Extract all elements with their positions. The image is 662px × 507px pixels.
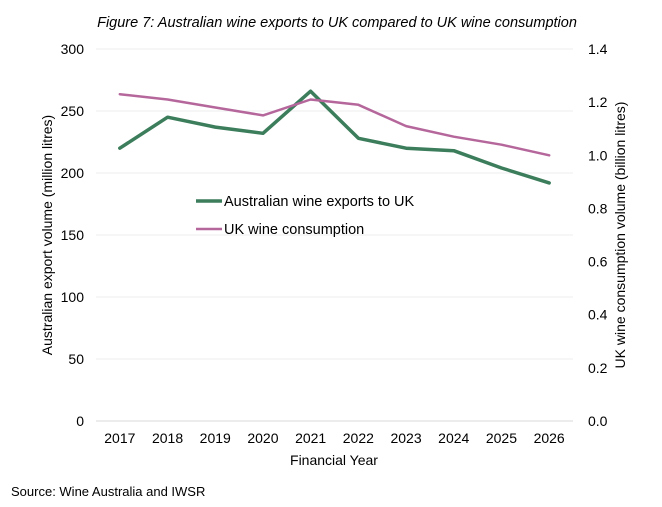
left-axis-ticks: 0 50 100 150 200 250 300: [61, 41, 85, 429]
left-tick-label: 250: [61, 103, 85, 119]
legend-label-consumption: UK wine consumption: [224, 222, 364, 238]
x-tick-label: 2018: [152, 430, 183, 446]
legend: Australian wine exports to UK UK wine co…: [196, 194, 415, 238]
right-tick-label: 0.2: [588, 360, 608, 376]
series-lines: [118, 89, 551, 185]
series-line-exports: [118, 89, 551, 185]
x-axis-label: Financial Year: [290, 452, 378, 468]
left-tick-label: 150: [61, 227, 85, 243]
chart-title: Figure 7: Australian wine exports to UK …: [97, 15, 577, 31]
left-tick-label: 50: [68, 351, 84, 367]
legend-label-exports: Australian wine exports to UK: [224, 194, 415, 210]
right-axis-ticks: 0.0 0.2 0.4 0.6 0.8 1.0 1.2 1.4: [588, 41, 608, 429]
right-tick-label: 0.6: [588, 254, 608, 270]
right-tick-label: 1.4: [588, 41, 608, 57]
right-tick-label: 1.0: [588, 147, 608, 163]
right-tick-label: 1.2: [588, 94, 608, 110]
x-tick-label: 2023: [390, 430, 421, 446]
x-tick-label: 2022: [343, 430, 374, 446]
legend-item-consumption: UK wine consumption: [196, 222, 364, 238]
left-axis-label: Australian export volume (million litres…: [39, 115, 55, 355]
right-tick-label: 0.0: [588, 413, 608, 429]
right-tick-label: 0.8: [588, 200, 608, 216]
x-tick-label: 2019: [200, 430, 231, 446]
x-tick-label: 2020: [247, 430, 278, 446]
left-tick-label: 100: [61, 289, 85, 305]
left-tick-label: 200: [61, 165, 85, 181]
legend-item-exports: Australian wine exports to UK: [196, 194, 415, 210]
x-axis-ticks: 2017 2018 2019 2020 2021 2022 2023 2024 2025 2026: [104, 430, 565, 446]
x-tick-label: 2024: [438, 430, 469, 446]
left-tick-label: 300: [61, 41, 85, 57]
source-note: Source: Wine Australia and IWSR: [11, 484, 206, 499]
left-tick-label: 0: [76, 413, 84, 429]
x-tick-label: 2025: [486, 430, 517, 446]
x-tick-label: 2017: [104, 430, 135, 446]
gridlines: [96, 48, 573, 360]
right-tick-label: 0.4: [588, 307, 608, 323]
x-tick-label: 2026: [534, 430, 565, 446]
x-tick-label: 2021: [295, 430, 326, 446]
right-axis-label: UK wine consumption volume (billion litr…: [612, 102, 628, 369]
series-line-consumption: [118, 92, 551, 157]
